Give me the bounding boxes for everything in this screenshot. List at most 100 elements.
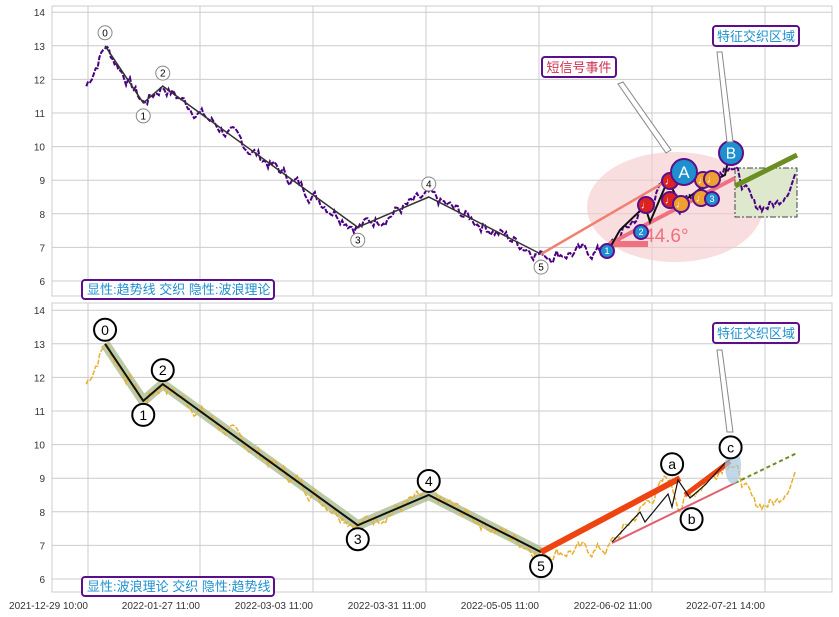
signal-marker: [670, 158, 698, 186]
y-tick-label: 11: [35, 407, 46, 418]
x-tick-label: 2022-06-02 11:00: [574, 601, 653, 612]
orange-trend-line-2: [683, 459, 732, 498]
signal-marker-label: 3: [709, 194, 714, 204]
x-tick-label: 2021-12-29 10:00: [9, 601, 88, 612]
signal-marker: [704, 191, 720, 207]
wave-marker: [533, 259, 549, 275]
wave-label: 5: [537, 558, 545, 574]
wave-marker: [97, 25, 113, 41]
y-tick-label: 9: [39, 176, 45, 187]
plot-area-1: [51, 302, 833, 593]
wave-label: 4: [426, 180, 432, 191]
y-tick-label: 6: [39, 277, 45, 288]
signal-marker-label: 2: [638, 227, 643, 237]
annotation-arrow: [716, 349, 734, 433]
legend-text: 显性:趋势线 交织 隐性:波浪理论: [87, 282, 270, 297]
trend-line: [540, 179, 669, 256]
signal-marker-label: ♩: [665, 196, 675, 207]
x-tick-label: 2022-03-31 11:00: [348, 601, 427, 612]
green-trend-line: [733, 152, 799, 189]
wave-label: c: [727, 439, 734, 455]
legend-text: 显性:波浪理论 交织 隐性:趋势线: [87, 579, 270, 594]
x-tick-label: 2022-05-05 11:00: [461, 601, 540, 612]
wave-label: 2: [159, 362, 167, 378]
wave-label: b: [688, 511, 696, 527]
angle-label: 44.6°: [644, 226, 689, 247]
x-tick-label: 2022-07-21 14:00: [686, 601, 765, 612]
y-tick-label: 12: [34, 373, 46, 384]
wave-marker: [150, 358, 175, 383]
y-tick-label: 12: [34, 75, 46, 86]
y-tick-label: 13: [34, 42, 46, 53]
legend-box: [81, 279, 275, 300]
green-dashed-line: [734, 452, 798, 484]
wave-marker: [679, 507, 704, 532]
signal-marker: [703, 170, 721, 188]
y-tick-label: 8: [39, 508, 45, 519]
y-tick-label: 6: [39, 575, 45, 586]
annotation-feature-zone: 特征交织区域: [717, 29, 795, 44]
pink-trend-line: [611, 482, 736, 544]
wave-label: 4: [425, 473, 433, 489]
signal-marker-label: A: [678, 163, 690, 182]
wave-marker: [93, 317, 118, 342]
trend-line-lower: [608, 176, 736, 246]
y-tick-label: 7: [39, 243, 45, 254]
signal-marker-label: ♩: [641, 201, 651, 212]
y-tick-label: 9: [39, 474, 45, 485]
signal-marker: [633, 224, 649, 240]
annotation-arrow: [716, 51, 734, 143]
price-line: [85, 343, 797, 562]
wave-line: [104, 45, 542, 255]
y-tick-label: 13: [34, 340, 46, 351]
wave-marker: [345, 527, 370, 552]
wave-label: 2: [160, 69, 166, 80]
wave-marker: [416, 469, 441, 493]
y-tick-label: 8: [39, 210, 45, 221]
signal-marker-label: B: [726, 145, 736, 162]
annotation-box: [712, 322, 800, 344]
wave-marker: [131, 402, 156, 427]
signal-marker-label: ♩: [665, 177, 675, 188]
signal-marker: [599, 243, 615, 259]
wave-line: [104, 343, 542, 554]
wave-marker: [660, 452, 685, 477]
signal-marker: [672, 195, 690, 213]
y-tick-label: 10: [34, 143, 46, 154]
annotation-short-signal: 短信号事件: [546, 60, 611, 75]
x-tick-label: 2022-03-03 11:00: [235, 601, 314, 612]
wave-marker: [155, 65, 171, 81]
signal-marker-label: ♩: [707, 175, 717, 186]
annotation-feature-zone: 特征交织区域: [717, 326, 795, 341]
signal-marker-label: ♩: [696, 194, 706, 205]
y-tick-label: 7: [39, 541, 45, 552]
x-tick-label: 2022-01-27 11:00: [122, 601, 201, 612]
legend-box: [81, 576, 275, 597]
wave-marker: [135, 108, 151, 124]
wave-label: 3: [354, 531, 362, 547]
orange-trend-line: [539, 475, 682, 555]
y-tick-label: 10: [34, 441, 46, 452]
wave-label: 5: [538, 263, 544, 274]
short-wave-line: [611, 459, 731, 543]
annotation-arrow: [617, 81, 672, 154]
signal-marker-label: ♩: [698, 176, 708, 187]
y-tick-label: 14: [34, 8, 46, 19]
wave-marker: [529, 554, 554, 579]
y-tick-label: 14: [34, 306, 46, 317]
annotation-box: [712, 25, 800, 47]
wave-marker: [350, 232, 366, 248]
wave-marker: [718, 435, 743, 460]
wave-label: a: [668, 456, 676, 472]
signal-marker-label: ♩: [676, 200, 686, 211]
wave-marker: [421, 176, 437, 192]
wave-label: 0: [102, 28, 108, 39]
wave-label: 1: [140, 111, 146, 122]
signal-marker-label: 1: [604, 246, 609, 256]
wave-label: 1: [139, 407, 147, 423]
signal-marker: [637, 196, 655, 214]
y-tick-label: 11: [35, 109, 46, 120]
wave-label: 3: [355, 236, 361, 247]
